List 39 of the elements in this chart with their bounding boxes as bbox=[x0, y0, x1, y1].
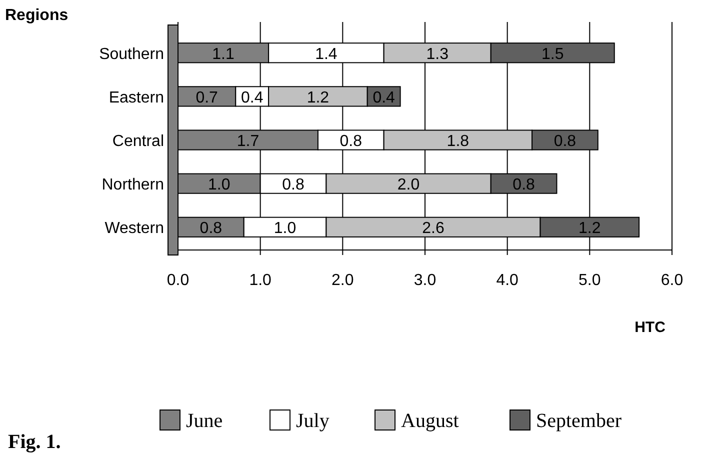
data-label: 2.6 bbox=[422, 220, 444, 238]
data-label: 0.8 bbox=[282, 176, 304, 194]
x-tick-label: 3.0 bbox=[414, 272, 436, 289]
x-tick-label: 1.0 bbox=[249, 272, 272, 289]
y-tick-label: Western bbox=[104, 220, 164, 238]
data-label: 0.8 bbox=[340, 133, 362, 150]
x-tick-label: 4.0 bbox=[496, 272, 519, 289]
x-tick-label: 6.0 bbox=[660, 272, 684, 289]
data-label: 0.8 bbox=[200, 220, 222, 238]
y-axis-title: Regions bbox=[5, 7, 68, 24]
y-tick-label: Southern bbox=[99, 46, 164, 63]
data-label: 1.8 bbox=[446, 133, 470, 150]
y-tick-label: Northern bbox=[102, 176, 164, 194]
data-label: 0.8 bbox=[554, 133, 576, 150]
x-tick-label: 5.0 bbox=[578, 272, 601, 289]
x-axis-title: HTC bbox=[634, 319, 666, 336]
data-label: 1.5 bbox=[541, 46, 564, 63]
y-tick-label: Eastern bbox=[108, 89, 164, 106]
data-label: 1.7 bbox=[236, 133, 260, 150]
data-label: 1.1 bbox=[212, 46, 234, 63]
legend-label: July bbox=[296, 410, 330, 432]
x-tick-label: 0.0 bbox=[166, 272, 190, 289]
data-label: 1.0 bbox=[208, 176, 230, 194]
data-label: 1.2 bbox=[306, 89, 330, 106]
data-label: 0.4 bbox=[372, 89, 396, 106]
y-tick-label: Central bbox=[112, 133, 164, 150]
data-label: 2.0 bbox=[397, 176, 420, 194]
caption: Fig. 1. bbox=[8, 431, 61, 453]
legend-label: August bbox=[401, 410, 460, 432]
data-label: 1.4 bbox=[315, 46, 338, 63]
data-label: 1.2 bbox=[578, 220, 601, 238]
legend-label: September bbox=[536, 410, 622, 432]
data-label: 1.0 bbox=[274, 220, 296, 238]
x-tick-label: 2.0 bbox=[332, 272, 354, 289]
data-label: 1.3 bbox=[426, 46, 449, 63]
data-label: 0.4 bbox=[240, 89, 264, 106]
legend-label: June bbox=[186, 410, 223, 432]
data-label: 0.8 bbox=[512, 176, 536, 194]
data-label: 0.7 bbox=[196, 89, 218, 106]
